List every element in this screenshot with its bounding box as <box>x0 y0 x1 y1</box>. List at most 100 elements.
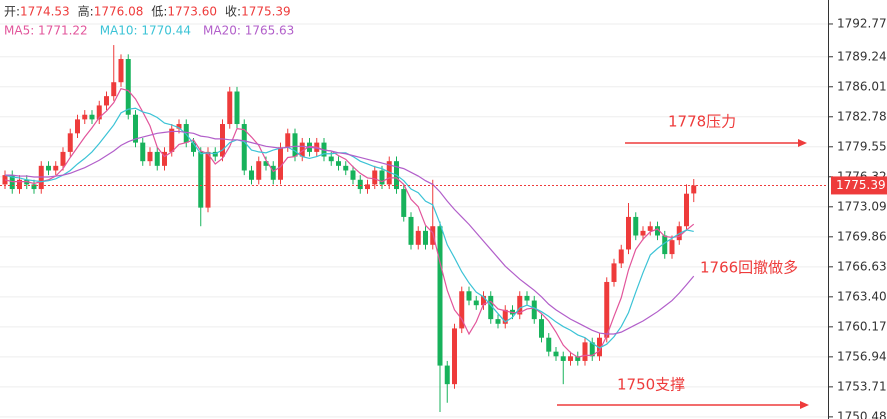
candle-body <box>662 235 668 255</box>
candle-body <box>481 295 486 306</box>
plot-area <box>0 45 828 413</box>
legend-entry: MA20: 1765.63 <box>203 24 294 38</box>
candle-body <box>647 226 653 231</box>
candle-body <box>488 295 494 320</box>
candle-body <box>169 128 175 152</box>
legend-entry: MA10: 1770.44 <box>100 24 191 38</box>
candle-body <box>669 240 675 255</box>
candle-body <box>473 300 479 306</box>
candle-body <box>104 96 109 106</box>
y-tick-label: 1753.71 <box>837 379 887 393</box>
candle-body <box>234 91 240 125</box>
candle-body <box>249 170 254 180</box>
candle-body <box>633 216 639 236</box>
candle-body <box>684 193 689 227</box>
candle-body <box>437 226 443 366</box>
candle-body <box>53 165 59 171</box>
arrow-head <box>798 139 807 147</box>
ma-line <box>5 130 695 335</box>
candle-body <box>292 133 298 157</box>
candle-body <box>517 295 523 315</box>
candle-body <box>401 189 407 217</box>
candle-body <box>524 295 530 301</box>
candle-body <box>89 114 95 120</box>
candle-body <box>183 124 189 143</box>
candle-body <box>582 342 588 361</box>
candle-body <box>227 91 233 125</box>
candle-body <box>96 105 102 120</box>
candle-body <box>589 342 595 357</box>
candle-body <box>343 165 349 171</box>
candle-body <box>408 216 414 245</box>
last-price-label: 1775.39 <box>836 178 886 192</box>
candle-body <box>125 58 131 115</box>
annotation: 1766回撤做多 <box>700 259 798 277</box>
candle-body <box>82 114 88 120</box>
candle-body <box>336 161 341 166</box>
y-tick-label: 1779.55 <box>837 139 887 153</box>
grid <box>0 23 828 418</box>
candle-body <box>379 170 385 185</box>
candle-body <box>372 170 378 185</box>
ohlc-value: 1774.53 <box>20 5 70 19</box>
candle-body <box>328 156 334 162</box>
arrow-head <box>800 401 809 409</box>
candle-body <box>133 114 138 143</box>
candle-body <box>17 179 22 190</box>
candle-body <box>575 356 581 361</box>
candle-body <box>466 291 472 301</box>
candle-body <box>357 179 363 190</box>
candle-body <box>118 58 124 83</box>
y-tick-label: 1763.40 <box>837 289 887 303</box>
y-tick-label: 1792.77 <box>837 16 887 30</box>
candle-body <box>278 147 283 180</box>
annotation: 1750支撑 <box>617 376 685 394</box>
candle-body <box>154 151 160 166</box>
y-tick-label: 1782.78 <box>837 109 887 123</box>
candle-body <box>140 142 146 162</box>
candle-body <box>553 351 559 357</box>
candle-body <box>626 216 631 250</box>
candle-body <box>568 356 573 361</box>
candle-body <box>423 230 428 245</box>
candle-body <box>285 133 291 148</box>
y-tick-label: 1756.94 <box>837 349 887 363</box>
candle-body <box>256 161 262 180</box>
ohlc-label: 高: <box>78 4 94 19</box>
candle-body <box>299 142 305 157</box>
candle-body <box>162 151 167 166</box>
y-tick-label: 1769.86 <box>837 229 887 243</box>
candle-body <box>452 328 457 385</box>
candle-body <box>546 337 552 352</box>
y-tick-label: 1786.01 <box>837 79 887 93</box>
y-tick-label: 1750.48 <box>837 409 887 419</box>
candle-body <box>31 184 37 190</box>
candle-body <box>263 161 269 166</box>
candle-body <box>495 319 501 324</box>
ohlc-label: 低: <box>151 5 167 19</box>
ohlc-value: 1775.39 <box>241 5 291 19</box>
y-tick-label: 1789.24 <box>837 49 887 63</box>
y-tick-label: 1773.09 <box>837 199 887 213</box>
candle-body <box>111 82 117 97</box>
candle-body <box>220 124 225 157</box>
candle-body <box>618 249 624 264</box>
candle-body <box>444 365 450 385</box>
ma-legend: MA5: 1771.22 MA10: 1770.44 MA20: 1765.63 <box>4 24 294 38</box>
y-axis: 1792.771789.241786.011782.781779.551776.… <box>828 16 887 419</box>
y-tick-label: 1760.17 <box>837 319 887 333</box>
legend-entry: MA5: 1771.22 <box>4 24 88 38</box>
candle-body <box>270 165 276 180</box>
candle-body <box>147 151 153 162</box>
ohlc-value: 1776.08 <box>94 5 144 19</box>
candle-body <box>604 281 610 338</box>
candle-body <box>531 300 537 320</box>
ohlc-value: 1773.60 <box>167 5 217 19</box>
candle-body <box>655 226 660 236</box>
ohlc-label: 收: <box>225 5 241 19</box>
y-tick-label: 1766.63 <box>837 259 887 273</box>
candle-body <box>430 226 436 245</box>
last-price-tag <box>831 176 887 195</box>
annotation: 1778压力 <box>668 113 736 131</box>
ohlc-header: 开: 1774.53 高: 1776.08 低: 1773.60 收: 1775.39 <box>4 4 291 19</box>
